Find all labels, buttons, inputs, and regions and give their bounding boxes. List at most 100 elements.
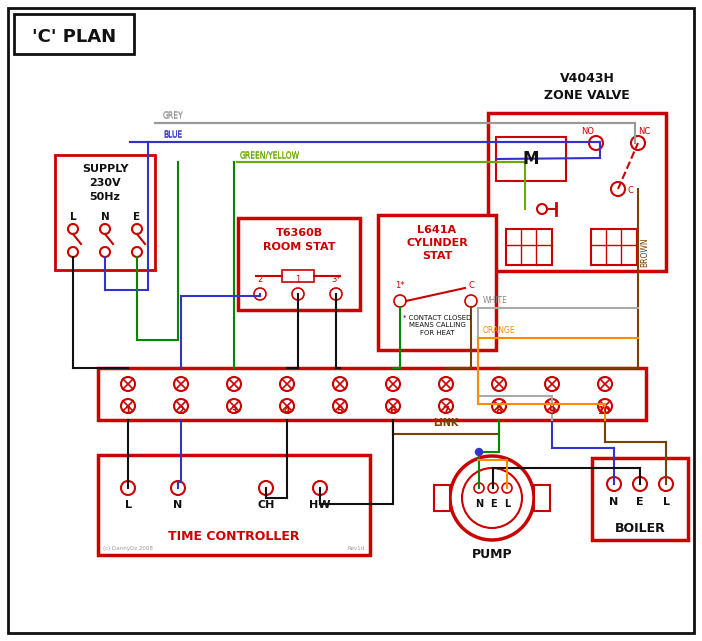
Text: 10: 10 xyxy=(598,406,611,416)
Text: N: N xyxy=(100,212,110,222)
Text: 'C' PLAN: 'C' PLAN xyxy=(32,28,116,46)
Text: GREY: GREY xyxy=(163,112,184,121)
Circle shape xyxy=(121,399,135,413)
Circle shape xyxy=(386,399,400,413)
Circle shape xyxy=(465,295,477,307)
Circle shape xyxy=(598,399,612,413)
Bar xyxy=(55,155,155,270)
Bar xyxy=(434,485,450,511)
Text: C: C xyxy=(628,186,634,195)
Circle shape xyxy=(462,468,522,528)
Circle shape xyxy=(292,288,304,300)
Text: TIME CONTROLLER: TIME CONTROLLER xyxy=(168,531,300,544)
Circle shape xyxy=(589,136,603,150)
Text: WHITE: WHITE xyxy=(483,296,508,305)
Bar xyxy=(488,113,666,271)
Text: L641A
CYLINDER
STAT: L641A CYLINDER STAT xyxy=(406,225,468,261)
Circle shape xyxy=(488,483,498,493)
Circle shape xyxy=(492,399,506,413)
Circle shape xyxy=(132,247,142,257)
Circle shape xyxy=(439,377,453,391)
Circle shape xyxy=(631,136,645,150)
Circle shape xyxy=(330,288,342,300)
Text: N: N xyxy=(609,497,618,507)
Text: SUPPLY
230V
50Hz: SUPPLY 230V 50Hz xyxy=(81,164,128,202)
Bar xyxy=(14,14,134,54)
Bar xyxy=(534,485,550,511)
Circle shape xyxy=(227,377,241,391)
Text: L: L xyxy=(663,497,670,507)
Circle shape xyxy=(394,295,406,307)
Circle shape xyxy=(607,477,621,491)
Circle shape xyxy=(68,247,78,257)
Circle shape xyxy=(386,377,400,391)
Circle shape xyxy=(492,377,506,391)
Circle shape xyxy=(280,399,294,413)
Text: L: L xyxy=(124,500,131,510)
Circle shape xyxy=(121,377,135,391)
Text: L: L xyxy=(504,499,510,509)
Circle shape xyxy=(474,483,484,493)
Text: L: L xyxy=(69,212,77,222)
Text: 1: 1 xyxy=(296,275,300,284)
Circle shape xyxy=(611,182,625,196)
Text: Rev1d: Rev1d xyxy=(348,546,365,551)
Circle shape xyxy=(439,399,453,413)
Bar xyxy=(378,215,496,350)
Text: 3*: 3* xyxy=(331,275,340,284)
Circle shape xyxy=(598,377,612,391)
Circle shape xyxy=(132,224,142,234)
Text: 1*: 1* xyxy=(395,281,405,290)
Circle shape xyxy=(313,481,327,495)
Text: 3: 3 xyxy=(231,406,237,416)
Circle shape xyxy=(100,224,110,234)
Circle shape xyxy=(259,481,273,495)
Circle shape xyxy=(545,377,559,391)
Text: BROWN: BROWN xyxy=(640,237,649,267)
Circle shape xyxy=(227,399,241,413)
Text: T6360B
ROOM STAT: T6360B ROOM STAT xyxy=(263,228,336,252)
Circle shape xyxy=(537,204,547,214)
Circle shape xyxy=(171,481,185,495)
Text: C: C xyxy=(468,281,474,290)
Bar xyxy=(496,137,566,181)
Circle shape xyxy=(659,477,673,491)
Circle shape xyxy=(333,377,347,391)
Text: BLUE: BLUE xyxy=(163,130,183,139)
Bar xyxy=(506,229,552,265)
Bar xyxy=(98,455,370,555)
Text: 4: 4 xyxy=(284,406,291,416)
Text: HW: HW xyxy=(310,500,331,510)
Text: BLUE: BLUE xyxy=(163,131,183,140)
Text: V4043H
ZONE VALVE: V4043H ZONE VALVE xyxy=(544,72,630,102)
Text: 8: 8 xyxy=(496,406,503,416)
Circle shape xyxy=(502,483,512,493)
Text: 6: 6 xyxy=(390,406,397,416)
Text: 7: 7 xyxy=(443,406,449,416)
Text: GREEN/YELLOW: GREEN/YELLOW xyxy=(240,151,300,160)
Text: LINK: LINK xyxy=(433,418,458,428)
Bar xyxy=(282,270,314,282)
Bar xyxy=(591,229,637,265)
Text: ORANGE: ORANGE xyxy=(483,326,516,335)
Text: PUMP: PUMP xyxy=(472,547,512,560)
Circle shape xyxy=(633,477,647,491)
Circle shape xyxy=(254,288,266,300)
Text: E: E xyxy=(636,497,644,507)
Text: * CONTACT CLOSED
MEANS CALLING
FOR HEAT: * CONTACT CLOSED MEANS CALLING FOR HEAT xyxy=(403,315,471,335)
Text: 2: 2 xyxy=(178,406,185,416)
Text: E: E xyxy=(490,499,496,509)
Circle shape xyxy=(333,399,347,413)
Circle shape xyxy=(174,399,188,413)
Circle shape xyxy=(280,377,294,391)
Text: N: N xyxy=(475,499,483,509)
Text: GREY: GREY xyxy=(163,111,184,120)
Text: N: N xyxy=(173,500,183,510)
Circle shape xyxy=(475,449,482,456)
Text: 5: 5 xyxy=(337,406,343,416)
Text: M: M xyxy=(523,150,539,168)
Text: 9: 9 xyxy=(549,406,555,416)
Circle shape xyxy=(174,377,188,391)
Circle shape xyxy=(121,481,135,495)
Circle shape xyxy=(450,456,534,540)
